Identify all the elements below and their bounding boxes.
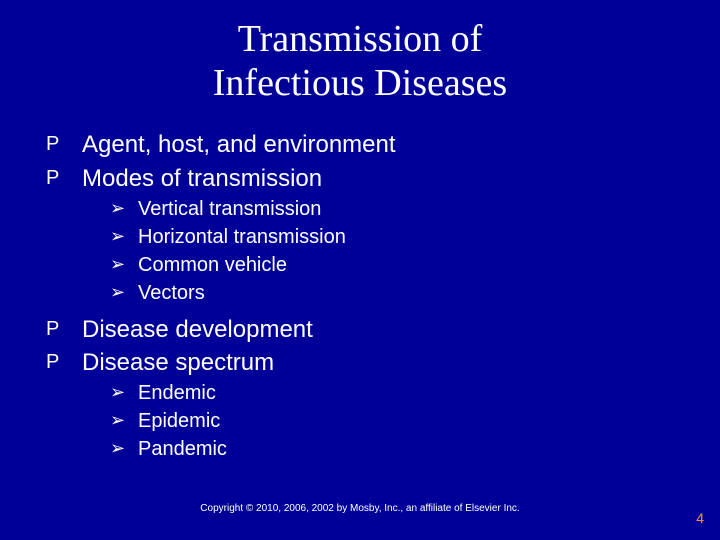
chevron-icon: ➢ [110,224,138,250]
bullet-lvl2: ➢ Endemic [110,380,680,406]
bullet-text: Modes of transmission [82,163,680,194]
slide-title: Transmission of Infectious Diseases [40,18,680,105]
sub-text: Pandemic [138,436,680,462]
bullet-lvl1: P Disease spectrum [46,347,680,378]
bullet-lvl2: ➢ Pandemic [110,436,680,462]
sub-text: Horizontal transmission [138,224,680,250]
bullet-icon: P [46,163,82,194]
bullet-text: Agent, host, and environment [82,129,680,160]
sub-text: Endemic [138,380,680,406]
bullet-icon: P [46,129,82,160]
bullet-text: Disease spectrum [82,347,680,378]
bullet-lvl1: P Modes of transmission [46,163,680,194]
bullet-lvl2: ➢ Vectors [110,280,680,306]
sub-text: Epidemic [138,408,680,434]
chevron-icon: ➢ [110,196,138,222]
title-line-2: Infectious Diseases [213,62,507,104]
chevron-icon: ➢ [110,436,138,462]
bullet-lvl1: P Disease development [46,314,680,345]
title-line-1: Transmission of [238,18,483,60]
bullet-lvl1: P Agent, host, and environment [46,129,680,160]
bullet-lvl2: ➢ Horizontal transmission [110,224,680,250]
bullet-text: Disease development [82,314,680,345]
bullet-icon: P [46,347,82,378]
sub-text: Vectors [138,280,680,306]
chevron-icon: ➢ [110,280,138,306]
copyright-text: Copyright © 2010, 2006, 2002 by Mosby, I… [0,503,720,514]
sublist: ➢ Vertical transmission ➢ Horizontal tra… [46,196,680,306]
sub-text: Vertical transmission [138,196,680,222]
bullet-lvl2: ➢ Common vehicle [110,252,680,278]
sub-text: Common vehicle [138,252,680,278]
slide: Transmission of Infectious Diseases P Ag… [0,0,720,540]
chevron-icon: ➢ [110,408,138,434]
slide-content: P Agent, host, and environment P Modes o… [40,129,680,462]
bullet-lvl2: ➢ Vertical transmission [110,196,680,222]
chevron-icon: ➢ [110,380,138,406]
sublist: ➢ Endemic ➢ Epidemic ➢ Pandemic [46,380,680,462]
bullet-icon: P [46,314,82,345]
page-number: 4 [696,510,704,526]
bullet-lvl2: ➢ Epidemic [110,408,680,434]
chevron-icon: ➢ [110,252,138,278]
